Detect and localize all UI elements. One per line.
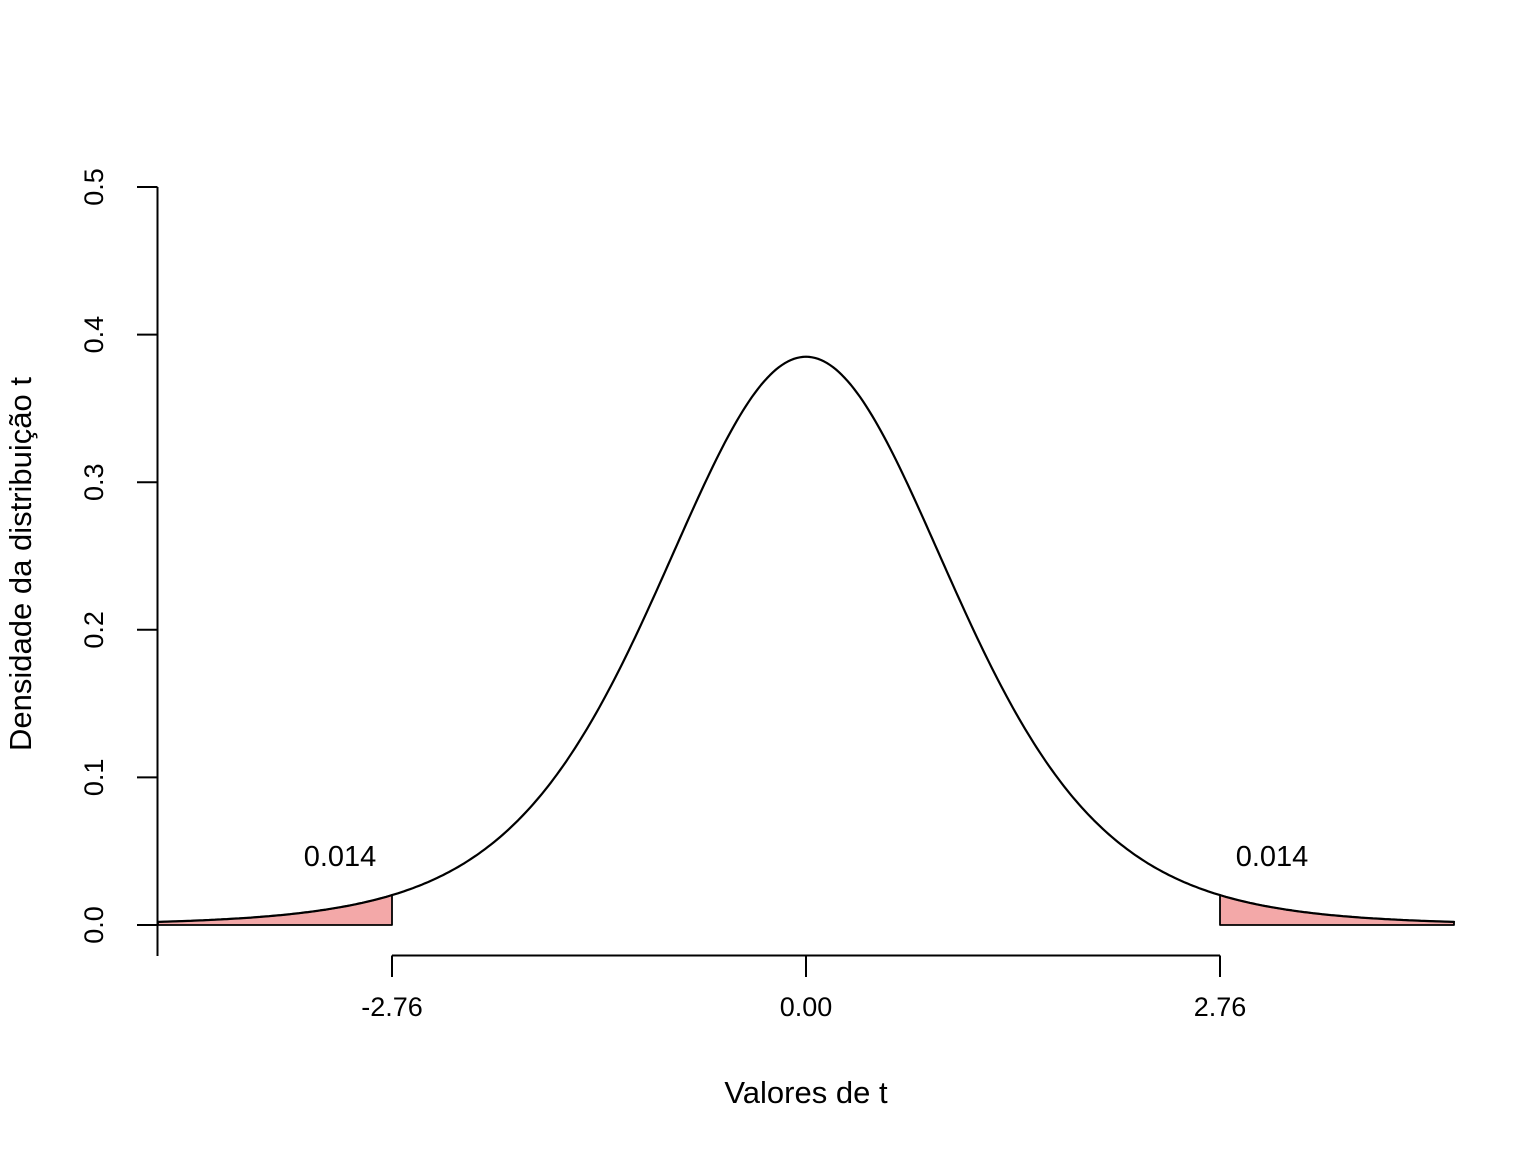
- y-tick-label: 0.2: [79, 611, 109, 649]
- y-tick-labels: 0.0 0.1 0.2 0.3 0.4 0.5: [79, 168, 109, 944]
- y-tick-label: 0.3: [79, 463, 109, 501]
- right-tail-label: 0.014: [1236, 841, 1309, 873]
- y-tick-label: 0.4: [79, 316, 109, 354]
- x-tick-label: -2.76: [361, 992, 423, 1022]
- y-tick-label: 0.0: [79, 906, 109, 944]
- y-tick-label: 0.5: [79, 168, 109, 206]
- y-axis-title: Densidade da distribuição t: [3, 377, 38, 751]
- x-axis-title: Valores de t: [724, 1075, 888, 1110]
- density-curve: [156, 355, 1456, 923]
- x-tick-labels: -2.76 0.00 2.76: [361, 992, 1246, 1022]
- y-tick-label: 0.1: [79, 759, 109, 797]
- x-tick-label: 0.00: [780, 992, 833, 1022]
- y-axis: [137, 186, 159, 956]
- left-tail-label: 0.014: [304, 841, 377, 873]
- x-tick-label: 2.76: [1194, 992, 1247, 1022]
- x-axis: [391, 954, 1221, 977]
